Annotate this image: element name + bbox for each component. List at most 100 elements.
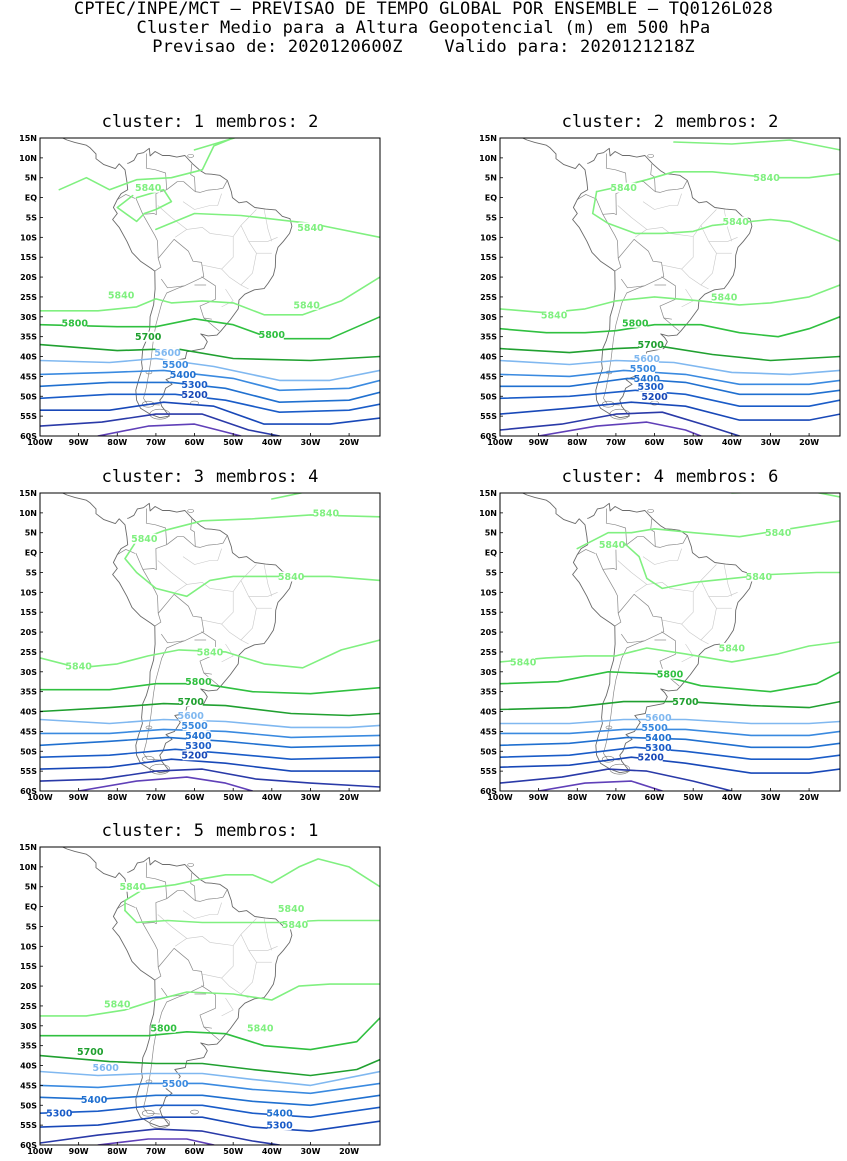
state-border <box>240 639 249 645</box>
contour-line <box>500 401 840 421</box>
country-border <box>143 285 185 406</box>
contour-line <box>40 1082 380 1095</box>
contour-label: 5300 <box>46 1109 73 1120</box>
lon-tick-label: 20W <box>339 1147 359 1156</box>
contour-line <box>622 541 840 590</box>
coastline <box>61 138 293 419</box>
contour-line <box>40 1116 380 1132</box>
lat-tick-label: 5N <box>485 174 497 183</box>
contour-line <box>124 909 380 924</box>
contour-label: 5840 <box>65 661 92 672</box>
lat-tick-label: 5S <box>26 568 38 577</box>
contour-label: 5400 <box>634 374 661 385</box>
contour-line <box>500 345 840 362</box>
lat-tick-label: 10N <box>19 509 37 518</box>
members-label: membros: 2 <box>676 112 779 132</box>
lat-tick-label: 50S <box>20 392 37 401</box>
lon-tick-label: 80W <box>107 793 127 802</box>
contour-label: 5800 <box>62 318 89 329</box>
state-border <box>700 639 709 645</box>
lon-tick-label: 50W <box>683 793 703 802</box>
lat-tick-label: EQ <box>25 903 37 912</box>
state-border <box>708 592 738 597</box>
contour-label-bg <box>93 1062 118 1073</box>
header-line-3: Previsao de: 2020120600Z Valido para: 20… <box>0 38 847 57</box>
lon-tick-label: 90W <box>69 438 89 447</box>
country-border <box>595 197 622 272</box>
contour-label-bg <box>600 539 625 550</box>
lat-tick-label: 60S <box>20 432 37 441</box>
contour-label-bg <box>66 660 91 671</box>
contour-line <box>673 139 840 151</box>
contour-label: 5200 <box>181 751 208 762</box>
contour-line <box>537 421 702 436</box>
lon-tick-label: 50W <box>223 1147 243 1156</box>
lon-tick-label: 70W <box>146 1147 166 1156</box>
contour-label: 5840 <box>765 528 792 539</box>
coastline-central-america <box>49 467 89 491</box>
contour-label-bg <box>109 289 134 300</box>
contour-label: 5300 <box>637 382 664 393</box>
contour-line <box>500 369 840 386</box>
country-border <box>595 552 622 627</box>
lat-tick-label: 55S <box>20 412 37 421</box>
contour-label-bg <box>638 381 663 392</box>
contour-label: 5840 <box>610 183 637 194</box>
lat-tick-label: 55S <box>480 767 497 776</box>
island <box>624 477 634 482</box>
island <box>187 509 194 513</box>
contour-label-bg <box>186 730 211 741</box>
state-border <box>157 205 187 230</box>
contour-label: 5840 <box>282 920 309 931</box>
contour-label: 5400 <box>266 1109 293 1120</box>
lat-tick-label: 5N <box>25 529 37 538</box>
contour-label: 5500 <box>162 360 189 371</box>
country-border <box>135 552 162 627</box>
lon-tick-label: 50W <box>223 438 243 447</box>
contour-label-bg <box>638 339 663 350</box>
country-border <box>190 872 228 902</box>
contour-label-bg <box>611 182 636 193</box>
contour-label-bg <box>163 1078 188 1089</box>
state-border <box>708 237 738 242</box>
contour-label: 5800 <box>622 318 649 329</box>
geopotential-map: 5840 5840 5840 5840 5840 5800 5700560055005400… <box>479 477 841 802</box>
lat-tick-label: 10N <box>19 863 37 872</box>
lat-tick-label: 5S <box>26 213 38 222</box>
lat-tick-label: 5N <box>25 883 37 892</box>
contour-line <box>537 780 664 791</box>
island <box>586 479 596 484</box>
contour-line <box>40 343 380 362</box>
contour-label: 5800 <box>150 1023 177 1034</box>
lat-tick-label: 45S <box>480 727 497 736</box>
contour-line <box>40 316 380 340</box>
state-border <box>202 973 222 979</box>
contour-label: 5700 <box>77 1047 104 1058</box>
country-border <box>203 317 212 320</box>
country-border <box>117 549 136 555</box>
contour-label: 5700 <box>177 697 204 708</box>
contour-label-bg <box>136 182 161 193</box>
state-border <box>175 918 257 947</box>
map-frame <box>39 492 381 792</box>
cluster-panel-2: cluster: 2 membros: 2 5840 5840 5840 5840 5840… <box>472 112 847 452</box>
contour-label: 5200 <box>181 390 208 401</box>
lat-tick-label: 55S <box>480 412 497 421</box>
lat-tick-label: 55S <box>20 1121 37 1130</box>
contour-label-bg <box>766 527 791 538</box>
contour-label-bg <box>754 172 779 183</box>
country-border <box>157 238 205 289</box>
contour-line <box>40 702 380 717</box>
lon-tick-label: 70W <box>606 438 626 447</box>
contour-line <box>500 700 840 711</box>
contour-label-bg <box>642 722 667 733</box>
contour-line <box>40 1128 281 1145</box>
cluster-label: cluster: 1 <box>101 112 204 132</box>
lon-tick-label: 80W <box>567 438 587 447</box>
lon-tick-label: 90W <box>69 793 89 802</box>
coastline <box>61 847 293 1128</box>
lat-tick-label: EQ <box>485 194 497 203</box>
map-frame <box>499 492 841 792</box>
lat-tick-label: 60S <box>480 787 497 796</box>
contour-label-bg <box>178 710 203 721</box>
